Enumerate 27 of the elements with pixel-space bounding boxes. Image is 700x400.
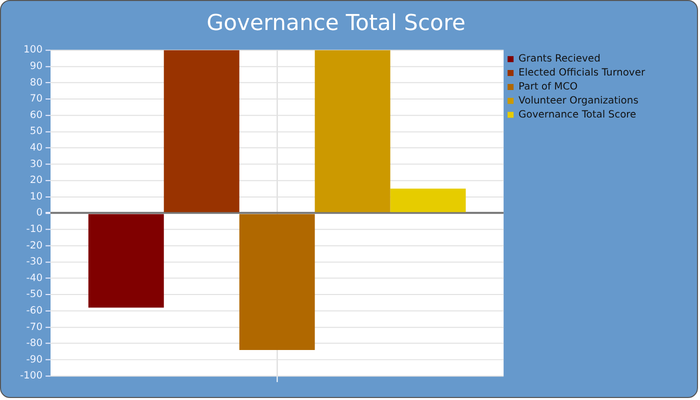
legend-label: Governance Total Score	[518, 109, 636, 120]
y-tick-label: -50	[26, 289, 43, 300]
y-tick-label: 50	[30, 126, 43, 138]
y-tick-label: 60	[30, 110, 43, 121]
legend-label: Volunteer Organizations	[518, 95, 638, 106]
y-tick-label: 80	[30, 77, 43, 88]
y-tick-label: -30	[26, 256, 43, 268]
y-tick-label: 0	[36, 208, 43, 219]
y-tick-label: -100	[20, 370, 43, 382]
y-tick-label: -40	[26, 272, 43, 284]
y-tick-label: 100	[24, 44, 43, 56]
legend-label: Elected Officials Turnover	[518, 68, 646, 79]
y-tick-label: -60	[26, 306, 43, 316]
y-tick-label: -80	[26, 338, 43, 350]
y-tick-label: 10	[30, 191, 43, 202]
y-tick-label: -70	[26, 322, 43, 333]
y-tick-label: -20	[26, 240, 43, 252]
y-tick-label: -90	[26, 354, 43, 366]
legend-label: Part of MCO	[518, 82, 578, 93]
y-tick-label: 90	[30, 61, 43, 72]
y-tick-label: 40	[30, 142, 43, 154]
y-tick-label: 30	[30, 158, 43, 170]
y-tick-label: -10	[26, 224, 43, 236]
chart-title: Governance Total Score	[206, 10, 466, 36]
y-tick-label: 70	[30, 94, 43, 105]
y-tick-label: 20	[30, 175, 43, 186]
legend-label: Grants Recieved	[518, 54, 600, 65]
